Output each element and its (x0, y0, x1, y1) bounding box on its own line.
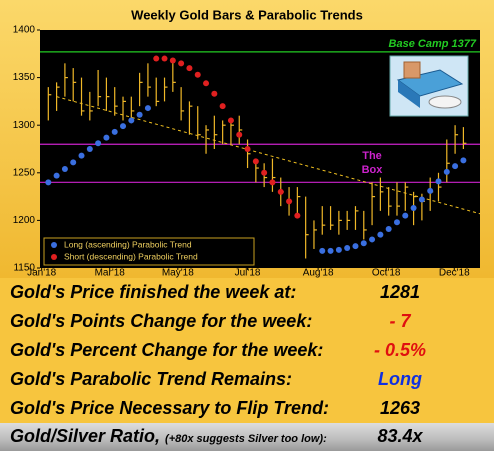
trend-dot (194, 71, 201, 78)
trend-dot (178, 60, 185, 67)
trend-line (56, 96, 481, 215)
ratio-label-text: Gold/Silver Ratio, (10, 426, 161, 446)
trend-dot (227, 117, 234, 124)
x-tick-label: Dec'18 (439, 268, 470, 278)
trend-dot (418, 196, 425, 203)
row-label: Gold's Price Necessary to Flip Trend: (10, 398, 330, 418)
trend-dot (161, 55, 168, 62)
trend-dot (277, 188, 284, 195)
table-row: Gold's Points Change for the week: - 7 (0, 308, 494, 336)
row-value: - 0.5% (373, 340, 427, 360)
trend-dot (452, 163, 459, 170)
table-row: Gold's Percent Change for the week: - 0.5… (0, 337, 494, 365)
trend-dot (252, 158, 259, 165)
chart: Weekly Gold Bars & Parabolic Trends 1150… (0, 0, 494, 278)
table-row: Gold's Price Necessary to Flip Trend: 126… (0, 395, 494, 423)
trend-dot (219, 103, 226, 110)
x-tick-label: Jul'18 (235, 268, 261, 278)
summary-table: Gold's Price finished the week at: 1281 Go… (0, 276, 494, 451)
trend-dot (369, 236, 376, 243)
ratio-note: (+80x suggests Silver too low): (165, 433, 327, 445)
box-label: The (362, 150, 382, 162)
trend-dot (393, 219, 400, 226)
trend-dot (244, 146, 251, 152)
x-tick-label: Mar'18 (95, 268, 126, 278)
trend-dot (410, 205, 417, 212)
trend-dot (286, 198, 293, 205)
y-tick-label: 1350 (13, 72, 36, 83)
trend-dot (45, 179, 52, 186)
trend-dot (53, 172, 60, 179)
ratio-value: 83.4x (377, 426, 423, 446)
legend: Long (ascending) Parabolic Trend Short (d… (43, 237, 255, 266)
trend-dot (144, 105, 151, 112)
y-tick-label: 1250 (13, 167, 36, 178)
trend-dot (169, 57, 176, 64)
trend-dot (236, 131, 243, 138)
row-value: 1263 (379, 398, 421, 418)
x-tick-label: Oct'18 (372, 268, 401, 278)
base-camp-label: Base Camp 1377 (389, 38, 477, 50)
table-row: Gold's Price finished the week at: 1281 (0, 279, 494, 307)
trend-dot (211, 90, 218, 97)
trend-dot (360, 240, 367, 247)
chart-title: Weekly Gold Bars & Parabolic Trends (131, 7, 363, 22)
trend-dot (70, 159, 77, 166)
trend-dot (61, 165, 68, 172)
trend-dot (153, 55, 160, 62)
trend-dot (385, 225, 392, 232)
trend-dot (86, 146, 93, 152)
trend-dot (435, 178, 442, 185)
ratio-label: Gold/Silver Ratio, (+80x suggests Silver… (10, 426, 327, 447)
x-tick-label: Jan'18 (27, 268, 57, 278)
y-tick-label: 1200 (13, 215, 36, 226)
legend-label: Long (ascending) Parabolic Trend (64, 239, 192, 249)
row-value: - 7 (389, 311, 411, 331)
trend-dot (78, 152, 85, 159)
trend-dot (269, 179, 276, 186)
row-label: Gold's Parabolic Trend Remains: (10, 369, 293, 389)
trend-dot (186, 65, 193, 72)
trend-dot (327, 247, 334, 254)
trend-dot (128, 117, 135, 124)
row-label: Gold's Percent Change for the week: (10, 340, 324, 360)
trend-dot (294, 212, 301, 219)
trend-dot (136, 111, 143, 118)
trend-dot (95, 140, 102, 147)
legend-box (43, 237, 255, 266)
trend-dot (120, 123, 127, 130)
y-tick-label: 1300 (13, 120, 36, 131)
y-tick-label: 1400 (13, 25, 36, 36)
y-tick-label: 1150 (13, 263, 35, 274)
trend-dot (319, 247, 326, 254)
bed-icon (389, 55, 469, 117)
x-tick-label: May'18 (162, 268, 194, 278)
box-label: Box (362, 164, 384, 176)
ratio-row: Gold/Silver Ratio, (+80x suggests Silver… (0, 423, 494, 451)
trend-dot (344, 245, 351, 252)
trend-dot (377, 231, 384, 238)
table-row: Gold's Parabolic Trend Remains: Long (0, 366, 494, 394)
trend-dot (443, 168, 450, 175)
trend-dot (111, 128, 118, 135)
x-tick-label: Aug'18 (303, 268, 334, 278)
legend-marker (51, 242, 57, 248)
trend-dot (203, 80, 210, 87)
row-value: 1281 (379, 282, 421, 302)
legend-label: Short (descending) Parabolic Trend (64, 251, 198, 261)
trend-dot (460, 157, 467, 164)
trend-dot (103, 134, 110, 141)
row-label: Gold's Points Change for the week: (10, 311, 313, 331)
trend-dot (352, 243, 359, 250)
legend-marker (51, 254, 57, 260)
trend-dot (335, 246, 342, 253)
row-value: Long (378, 369, 422, 389)
row-label: Gold's Price finished the week at: (10, 282, 297, 302)
trend-dot (427, 187, 434, 194)
trend-dot (261, 169, 268, 176)
trend-dot (402, 212, 409, 219)
